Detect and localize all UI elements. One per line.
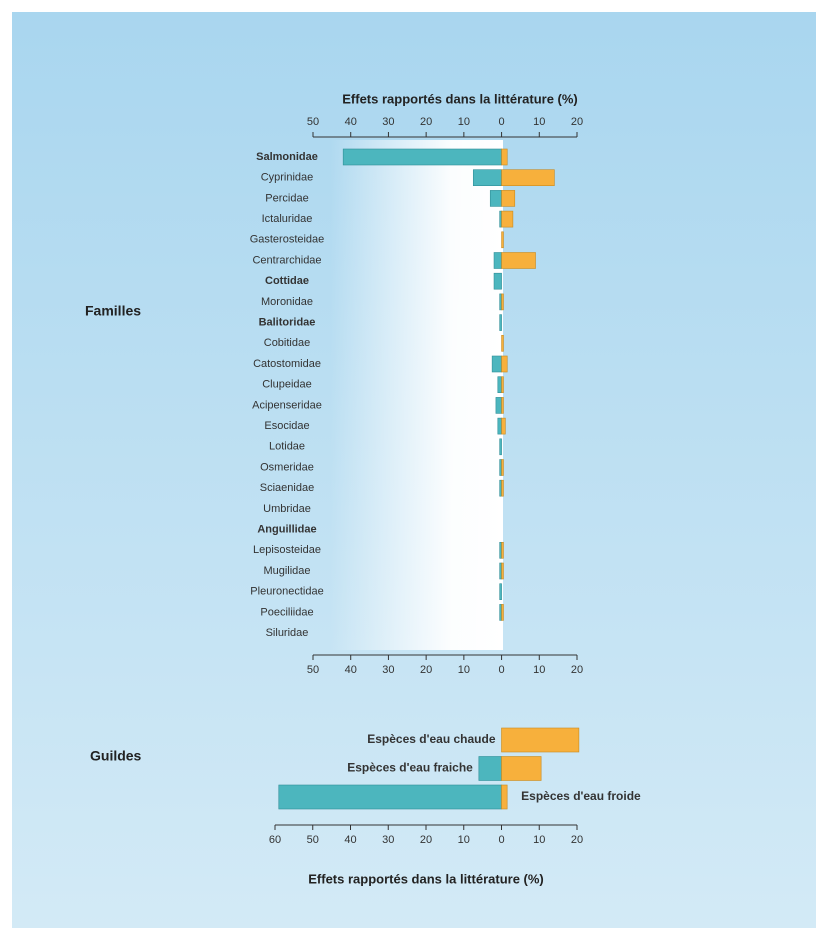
bar [501,252,536,269]
category-label: Cottidae [265,275,309,287]
category-label: Gasterosteidae [250,234,325,246]
bar [497,376,502,394]
group-label: Familles [85,303,141,319]
x-tick-label: 30 [382,664,394,676]
category-label: Siluridae [266,627,309,639]
x-tick-label: 40 [345,116,357,128]
x-tick-label: 10 [533,116,545,128]
bar [501,541,504,559]
bar [501,727,580,753]
bar [472,169,502,186]
highlight [330,140,503,650]
bar [478,756,502,781]
category-label: Salmonidae [256,151,318,163]
category-label: Clupeidae [262,379,312,391]
category-label: Espèces d'eau froide [521,789,641,803]
bar [278,784,502,810]
chart-title: Effets rapportés dans la littérature (%) [308,871,544,886]
x-tick-label: 30 [382,834,394,846]
x-tick-label: 0 [498,834,504,846]
bar [501,479,504,497]
bar [501,756,542,781]
x-tick-label: 20 [420,116,432,128]
category-label: Acipenseridae [252,399,322,411]
bar [501,562,504,580]
group-label: Guildes [90,748,142,764]
category-label: Espèces d'eau chaude [367,732,496,746]
x-tick-label: 10 [458,116,470,128]
bar [491,355,502,373]
x-tick-label: 30 [382,116,394,128]
x-tick-label: 50 [307,116,319,128]
x-tick-label: 10 [458,834,470,846]
category-label: Catostomidae [253,358,321,370]
bar [501,210,514,228]
bar [501,334,504,352]
category-label: Moronidae [261,296,313,308]
bar [501,169,555,186]
category-label: Anguillidae [257,524,316,536]
bar [493,252,502,269]
category-label: Poeciliidae [260,606,313,618]
bar [499,438,502,456]
x-tick-label: 10 [533,664,545,676]
x-tick-label: 0 [499,664,505,676]
bar [501,293,504,311]
chart-title: Effets rapportés dans la littérature (%) [342,91,578,106]
bar [499,314,502,331]
bar [501,459,504,476]
x-tick-label: 40 [345,664,357,676]
x-tick-label: 20 [420,664,432,676]
bar [501,784,508,810]
bar [501,148,508,166]
x-tick-label: 10 [458,664,470,676]
bar [501,417,506,435]
x-tick-label: 50 [307,664,319,676]
category-label: Osmeridae [260,461,314,473]
category-label: Lotidae [269,441,305,453]
category-label: Percidae [265,192,308,204]
category-label: Sciaenidae [260,482,314,494]
x-tick-label: 50 [307,834,319,846]
bar [489,190,502,207]
bar [501,376,504,394]
category-label: Ictaluridae [262,213,313,225]
category-label: Esocidae [264,420,309,432]
bar [342,148,502,166]
x-tick-label: 0 [499,116,505,128]
category-label: Centrarchidae [252,254,321,266]
bar [493,272,502,290]
x-tick-label: 20 [571,664,583,676]
bar [501,397,504,414]
bar [501,355,508,373]
bar [499,583,502,601]
category-label: Pleuronectidae [250,586,323,598]
category-label: Espèces d'eau fraiche [347,761,473,775]
bar [501,604,504,621]
bar [501,190,516,207]
x-tick-label: 20 [571,834,583,846]
x-tick-label: 10 [533,834,545,846]
category-label: Mugilidae [263,565,310,577]
category-label: Lepisosteidae [253,544,321,556]
bar [497,417,502,435]
category-label: Umbridae [263,503,311,515]
category-label: Cyprinidae [261,172,314,184]
x-tick-label: 40 [344,834,356,846]
x-tick-label: 60 [269,834,281,846]
x-tick-label: 20 [571,116,583,128]
bar [501,231,504,249]
bar [495,397,502,414]
x-tick-label: 20 [420,834,432,846]
category-label: Cobitidae [264,337,310,349]
category-label: Balitoridae [259,317,316,329]
